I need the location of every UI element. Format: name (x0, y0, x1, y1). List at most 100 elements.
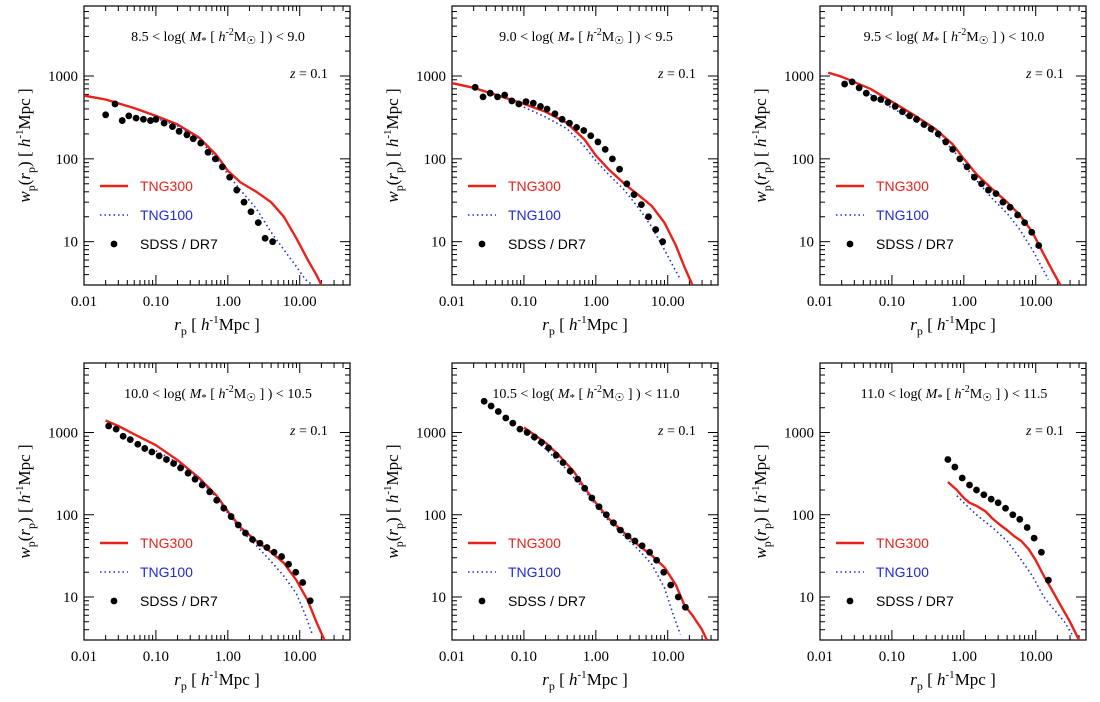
sdss-point (147, 117, 154, 124)
tng300-line (452, 81, 694, 285)
sdss-point (1028, 228, 1036, 236)
sdss-point (601, 146, 609, 153)
sdss-point (1016, 515, 1024, 523)
sdss-point (660, 568, 668, 576)
sdss-point (543, 105, 551, 113)
sdss-point (616, 165, 623, 173)
sdss-point (877, 96, 885, 103)
sdss-point (551, 110, 559, 118)
sdss-point (509, 419, 517, 427)
mass-bin-label: 9.0 < log( M* [ h-2M☉ ] ) < 9.5 (499, 27, 673, 47)
sdss-point (299, 579, 307, 586)
y-tick-label: 1000 (784, 69, 814, 85)
sdss-point (118, 117, 126, 124)
sdss-point (169, 123, 176, 131)
sdss-point (487, 402, 495, 410)
sdss-point (1038, 548, 1045, 556)
x-axis-label: rp [ h-1Mpc ] (910, 669, 996, 693)
sdss-point (630, 191, 638, 199)
sdss-point (956, 155, 964, 163)
sdss-point (522, 98, 530, 106)
y-tick-label: 100 (792, 152, 815, 168)
sdss-point (1021, 219, 1028, 226)
sdss-point (862, 89, 870, 97)
sdss-point (608, 155, 616, 163)
legend-sdss-marker (846, 240, 854, 248)
legend-tng100-label: TNG100 (508, 207, 561, 223)
sdss-point (198, 481, 206, 489)
sdss-point (674, 593, 682, 601)
sdss-point (263, 544, 271, 551)
sdss-point (226, 173, 234, 181)
sdss-point (580, 127, 588, 134)
sdss-point (501, 91, 509, 99)
sdss-point (617, 526, 624, 534)
sdss-point (595, 503, 603, 511)
sdss-point (659, 238, 667, 246)
sdss-point (638, 542, 646, 550)
sdss-point (1030, 534, 1038, 542)
sdss-point (206, 488, 214, 496)
sdss-point (573, 123, 580, 131)
legend-tng300-label: TNG300 (508, 178, 561, 194)
sdss-point (170, 460, 177, 467)
sdss-point (234, 521, 242, 529)
sdss-point (486, 89, 494, 97)
y-tick-label: 100 (424, 508, 447, 524)
sdss-point (211, 155, 219, 163)
tng100-line (523, 430, 682, 635)
x-tick-label: 0.10 (879, 649, 905, 665)
legend-tng300-label: TNG300 (876, 535, 929, 551)
tng300-line (827, 71, 1062, 285)
series-group (105, 419, 326, 640)
sdss-point (558, 115, 566, 123)
sdss-point (594, 138, 602, 146)
sdss-point (1035, 242, 1043, 249)
sdss-point (494, 93, 501, 101)
sdss-point (566, 119, 573, 127)
sdss-point (494, 408, 502, 415)
redshift-label: z = 0.1 (1025, 424, 1064, 439)
x-tick-label: 1.00 (215, 649, 241, 665)
legend-sdss-marker (846, 597, 854, 605)
sdss-point (269, 238, 277, 246)
x-tick-label: 10.00 (283, 649, 317, 665)
sdss-point (891, 102, 899, 110)
sdss-point (566, 467, 574, 475)
sdss-point (183, 131, 191, 139)
sdss-point (992, 190, 1000, 198)
legend-tng100-label: TNG100 (876, 564, 929, 580)
sdss-point (538, 438, 545, 446)
sdss-point (645, 213, 652, 221)
x-tick-label: 10.00 (651, 649, 685, 665)
sdss-point (306, 597, 314, 605)
x-tick-label: 0.01 (439, 649, 465, 665)
x-axis-label: rp [ h-1Mpc ] (542, 314, 628, 338)
y-tick-label: 1000 (416, 426, 446, 442)
panel-3: 0.01 0.10 1.00 10.00 10 100 1000 rp [ h-1Mpc ] w… (750, 5, 1087, 338)
sdss-point (934, 130, 942, 138)
y-tick-label: 10 (63, 235, 78, 251)
legend-sdss-label: SDSS / DR7 (140, 236, 218, 252)
legend-tng300-label: TNG300 (140, 535, 193, 551)
sdss-point (610, 519, 617, 527)
y-tick-label: 10 (431, 590, 446, 606)
sdss-point (523, 429, 531, 436)
sdss-point (1014, 211, 1022, 219)
legend-tng100-label: TNG100 (876, 207, 929, 223)
sdss-point (1044, 576, 1052, 584)
x-tick-label: 0.10 (511, 294, 537, 310)
mass-bin-label: 10.5 < log( M* [ h-2M☉ ] ) < 11.0 (492, 384, 679, 404)
sdss-point (920, 121, 928, 128)
sdss-point (545, 444, 552, 452)
x-tick-label: 1.00 (583, 294, 609, 310)
sdss-point (949, 146, 957, 153)
sdss-point (112, 425, 120, 433)
y-axis-label: wp(rp) [ h-1Mpc ] (382, 444, 406, 558)
sdss-point (220, 504, 228, 512)
legend-tng100-label: TNG100 (140, 564, 193, 580)
y-tick-label: 10 (431, 235, 446, 251)
x-tick-label: 0.01 (71, 294, 97, 310)
y-axis-label: wp(rp) [ h-1Mpc ] (382, 88, 406, 202)
